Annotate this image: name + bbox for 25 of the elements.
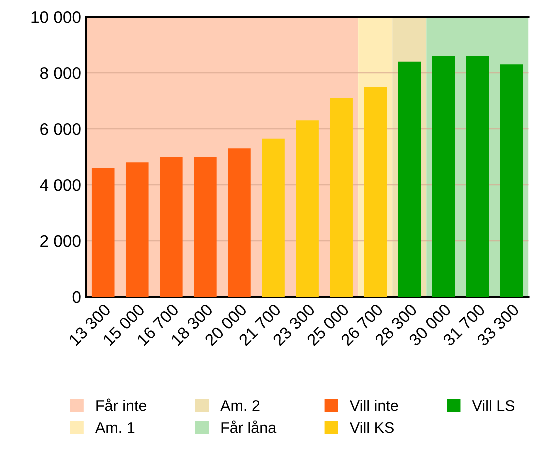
bar [228,148,251,297]
y-tick-label: 10 000 [32,12,81,24]
y-tick-label: 2 000 [40,235,81,248]
bar [466,56,490,297]
bar [432,56,456,297]
legend-label: Får inte [96,398,147,412]
bar [262,138,285,297]
bar [194,157,217,297]
y-tick-label: 6 000 [40,123,81,136]
y-tick-label: 4 000 [40,179,81,192]
bar [500,64,524,297]
legend-label: Vill KS [350,422,394,434]
legend-label: Vill LS [472,400,515,412]
y-tick-label: 8 000 [40,67,81,80]
bar [296,120,319,297]
legend-label: Får låna [222,420,277,434]
bar [126,162,149,297]
legend-label: Am. 1 [95,422,135,434]
bar [160,157,183,297]
legend-label: Vill inte [350,400,398,412]
bar [330,98,353,297]
y-tick-label: 0 [72,291,81,304]
legend-label: Am. 2 [220,400,260,412]
bar [92,168,115,297]
bar [364,87,387,297]
